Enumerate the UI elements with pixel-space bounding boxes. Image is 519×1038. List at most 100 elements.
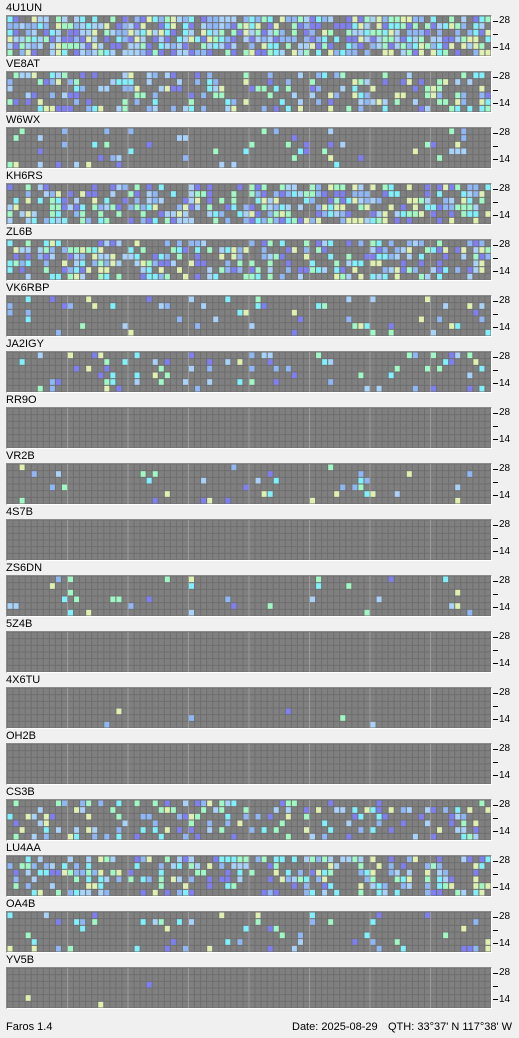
signal-cell — [31, 471, 37, 477]
signal-cell — [485, 435, 491, 441]
signal-cell — [322, 553, 328, 560]
signal-cell — [449, 43, 455, 49]
signal-cell — [13, 547, 19, 553]
signal-cell — [7, 23, 13, 29]
signal-cell — [7, 36, 13, 43]
signal-cell — [92, 36, 98, 43]
signal-cell — [485, 43, 491, 49]
signal-cell — [340, 491, 346, 497]
scale-tick — [493, 215, 498, 216]
signal-cell — [376, 204, 382, 211]
signal-cell — [170, 477, 176, 484]
signal-cell — [164, 303, 170, 309]
signal-cell — [68, 533, 74, 540]
signal-cell — [43, 85, 49, 92]
signal-cell — [388, 253, 394, 260]
signal-cell — [297, 329, 303, 336]
signal-cell — [279, 379, 285, 385]
signal-cell — [249, 92, 255, 99]
signal-cell — [158, 191, 164, 197]
signal-cell — [13, 540, 19, 547]
signal-cell — [412, 464, 418, 471]
signal-cell — [68, 576, 74, 583]
signal-cell — [461, 471, 467, 477]
signal-cell — [267, 253, 273, 260]
signal-cell — [213, 477, 219, 484]
signal-cell — [207, 240, 213, 247]
signal-cell — [382, 372, 388, 379]
signal-cell — [86, 477, 92, 484]
signal-cell — [37, 477, 43, 484]
signal-cell — [358, 464, 364, 471]
signal-cell — [31, 372, 37, 379]
signal-cell — [19, 141, 25, 148]
signal-cell — [43, 16, 49, 23]
signal-cell — [437, 155, 443, 161]
signal-cell — [449, 316, 455, 323]
signal-cell — [352, 471, 358, 477]
signal-cell — [418, 303, 424, 309]
signal-cell — [37, 533, 43, 540]
signal-cell — [25, 184, 31, 191]
scale-tick — [493, 495, 498, 496]
signal-cell — [243, 421, 249, 428]
signal-cell — [49, 23, 55, 29]
signal-cell — [485, 85, 491, 92]
signal-cell — [13, 520, 19, 527]
signal-cell — [61, 43, 67, 49]
signal-cell — [225, 497, 231, 504]
signal-cell — [110, 547, 116, 553]
signal-cell — [285, 184, 291, 191]
signal-cell — [303, 497, 309, 504]
signal-cell — [364, 92, 370, 99]
signal-cell — [328, 471, 334, 477]
signal-cell — [98, 428, 104, 435]
signal-cell — [455, 191, 461, 197]
signal-cell — [7, 491, 13, 497]
propagation-grid — [6, 519, 492, 561]
signal-cell — [455, 211, 461, 217]
signal-cell — [485, 273, 491, 280]
signal-cell — [400, 415, 406, 421]
signal-cell — [74, 253, 80, 260]
signal-cell — [455, 441, 461, 448]
signal-cell — [25, 43, 31, 49]
signal-cell — [110, 161, 116, 168]
signal-cell — [340, 533, 346, 540]
signal-cell — [370, 49, 376, 56]
signal-cell — [418, 128, 424, 135]
signal-cell — [400, 379, 406, 385]
signal-cell — [479, 49, 485, 56]
signal-cell — [400, 547, 406, 553]
signal-cell — [461, 323, 467, 329]
signal-cell — [437, 547, 443, 553]
signal-cell — [74, 421, 80, 428]
signal-cell — [116, 72, 122, 79]
signal-cell — [479, 16, 485, 23]
signal-cell — [182, 23, 188, 29]
signal-cell — [267, 415, 273, 421]
signal-cell — [388, 497, 394, 504]
signal-cell — [243, 415, 249, 421]
signal-cell — [479, 296, 485, 303]
signal-cell — [485, 379, 491, 385]
signal-cell — [400, 85, 406, 92]
signal-cell — [74, 211, 80, 217]
signal-cell — [358, 23, 364, 29]
signal-cell — [376, 296, 382, 303]
signal-cell — [104, 359, 110, 365]
signal-cell — [55, 267, 61, 273]
signal-cell — [364, 23, 370, 29]
signal-cell — [128, 553, 134, 560]
signal-cell — [364, 128, 370, 135]
signal-cell — [55, 365, 61, 372]
signal-cell — [467, 161, 473, 168]
beacon-panel: W6WX 28 14 — [0, 112, 519, 169]
signal-cell — [61, 547, 67, 553]
signal-cell — [170, 99, 176, 105]
signal-cell — [322, 155, 328, 161]
signal-cell — [237, 85, 243, 92]
signal-cell — [485, 296, 491, 303]
signal-cell — [467, 527, 473, 533]
signal-cell — [207, 385, 213, 392]
